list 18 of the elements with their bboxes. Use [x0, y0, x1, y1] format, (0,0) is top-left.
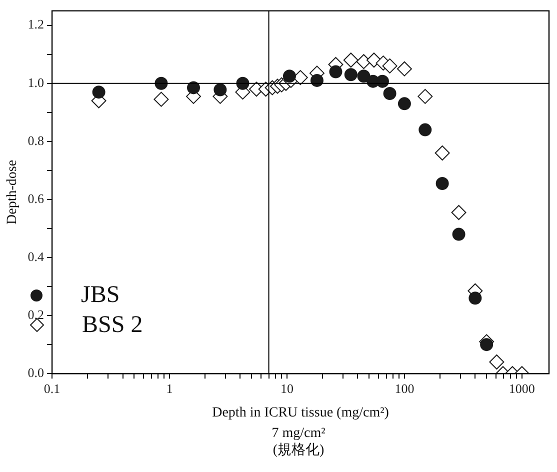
- y-tick-label: 0.4: [28, 248, 45, 264]
- legend-label: BSS 2: [82, 312, 143, 338]
- text: 0.0: [28, 365, 44, 380]
- x-tick-label: 10: [280, 380, 294, 396]
- y-tick-label: 0.8: [28, 132, 44, 148]
- y-tick-label: 1.2: [28, 16, 44, 32]
- legend-label: JBS: [81, 282, 120, 308]
- x-tick-label: 0.1: [44, 380, 60, 396]
- x-tick-label: 1000: [508, 380, 535, 396]
- x-tick-label: 1: [166, 380, 173, 396]
- x-axis-title: Depth in ICRU tissue (mg/cm²): [212, 405, 390, 420]
- y-tick-label: 1.0: [28, 74, 44, 90]
- y-tick-label: 0.6: [28, 190, 45, 206]
- text: (規格化): [272, 442, 326, 459]
- text: 7 mg/cm²: [270, 425, 326, 442]
- x-tick-label: 100: [394, 380, 414, 396]
- y-axis-title: Depth-dose: [5, 160, 20, 224]
- y-tick-label: 0.2: [28, 306, 44, 322]
